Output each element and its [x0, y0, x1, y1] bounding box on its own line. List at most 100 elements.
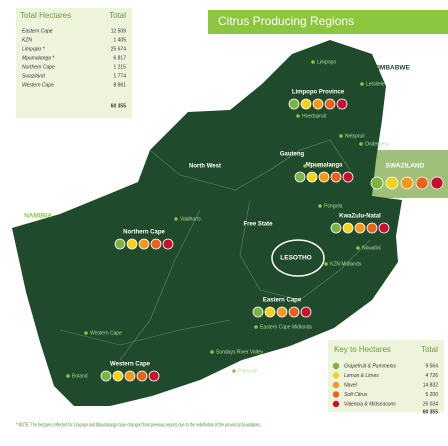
key-label: Lemon & Limes: [344, 373, 379, 379]
region-dot: [385, 176, 399, 190]
area-marker: [318, 204, 322, 208]
table-value: 1 774: [113, 73, 126, 79]
region-dot: [112, 370, 124, 382]
country-label: LESOTHO: [280, 255, 311, 262]
region-dot: [138, 238, 150, 250]
region-dot: [288, 306, 300, 318]
table-label: Mpumalanga *: [22, 55, 55, 61]
area-label: Nelspruit: [345, 133, 365, 139]
area-marker: [210, 350, 214, 354]
area-marker: [311, 60, 315, 64]
table-value: 1 405: [113, 37, 126, 43]
region-dot: [312, 98, 324, 110]
region-dot: [400, 176, 414, 190]
area-label: Limpopo: [317, 59, 336, 65]
table-value: 8 961: [113, 82, 126, 88]
area-marker: [324, 262, 328, 266]
region-dot: [294, 171, 306, 183]
region-dot: [330, 171, 342, 183]
region-dot: [342, 222, 354, 234]
region-dot: [378, 222, 390, 234]
province-label: KwaZulu-Natal: [339, 214, 381, 220]
area-marker: [339, 134, 343, 138]
region-dot: [288, 98, 300, 110]
area-label: Eastern Cape Midlands: [260, 324, 312, 330]
region-dot: [162, 238, 174, 250]
note: * NOTE: The hectares reflected for Limpo…: [16, 422, 261, 428]
region-dot: [252, 306, 264, 318]
table-label: Western Cape: [22, 82, 54, 88]
region-dot: [300, 306, 312, 318]
province-label: Gauteng: [280, 152, 305, 158]
region-dot: [126, 238, 138, 250]
region-dot: [336, 98, 348, 110]
province-borders: [59, 139, 371, 361]
region-dot: [306, 171, 318, 183]
region-dot: [150, 238, 162, 250]
area-marker: [356, 246, 360, 250]
country-label: NAMIBIA: [24, 213, 52, 220]
area-label: Western Cape: [90, 330, 122, 336]
area-label: Onderberg: [365, 141, 389, 147]
region-dot: [324, 98, 336, 110]
province-label: Western Cape: [110, 362, 151, 368]
table-label: KZN: [22, 37, 32, 43]
area-label: Letsitele: [366, 81, 385, 87]
title: Citrus Producing Regions: [218, 14, 354, 28]
province-label: North West: [189, 164, 221, 170]
key-swatch: [332, 381, 340, 389]
area-label: Patensie: [238, 368, 258, 374]
area-label: Nkwalini: [362, 245, 381, 251]
table-label: Eastern Cape: [22, 28, 53, 34]
key-label: Grapefruit & Pummelos: [344, 363, 396, 369]
region-dot: [148, 370, 160, 382]
key-value: 5 200: [425, 392, 438, 398]
region-dot: [114, 238, 126, 250]
area-marker: [84, 331, 88, 335]
key-swatch: [332, 362, 340, 370]
key-value: 14 832: [423, 382, 439, 388]
table-label: Northern Cape: [22, 64, 55, 70]
area-marker: [66, 374, 70, 378]
region-dot: [354, 222, 366, 234]
area-marker: [296, 114, 300, 118]
area-label: KZN Midlands: [330, 261, 362, 267]
region-dot: [318, 171, 330, 183]
area-marker: [303, 164, 307, 168]
region-dot: [264, 306, 276, 318]
province-label: Mpumalanga: [306, 163, 343, 169]
country-label: ZIMBABWE: [374, 65, 410, 72]
area-marker: [174, 217, 178, 221]
region-dot: [366, 222, 378, 234]
table-label: Limpopo *: [22, 46, 46, 52]
area-label: Boland: [72, 373, 88, 379]
table-value: 1 215: [113, 64, 126, 70]
title-bar: [208, 10, 448, 34]
table-value: 6 817: [113, 55, 126, 61]
key-label: Navel: [344, 382, 358, 388]
region-dot: [430, 176, 444, 190]
region-dot: [330, 222, 342, 234]
region-dot: [124, 370, 136, 382]
key-label: Valencia & Midseasons: [344, 401, 396, 407]
table-value: 25 674: [111, 46, 127, 52]
table-label: Swaziland: [22, 73, 45, 79]
province-label: Eastern Cape: [263, 298, 302, 304]
hectares-table: [16, 8, 132, 118]
key-total: 60 355: [423, 409, 439, 415]
region-dot: [136, 370, 148, 382]
table-total: 60 355: [111, 103, 127, 109]
table-header: Total Hectares: [20, 11, 71, 20]
key-header: Key to Hectares: [334, 345, 391, 354]
province-label: Limpopo Province: [292, 90, 345, 96]
table-value: 12 508: [111, 28, 127, 34]
key-header: Total: [421, 345, 438, 354]
key-swatch: [332, 391, 340, 398]
key-label: Soft Citrus: [344, 392, 368, 398]
lesotho: [271, 239, 325, 277]
area-marker: [359, 142, 363, 146]
region-dot: [300, 98, 312, 110]
area-label: Vaalharts: [180, 216, 201, 222]
key-swatch: [332, 372, 340, 379]
table-header: Total: [109, 11, 126, 20]
